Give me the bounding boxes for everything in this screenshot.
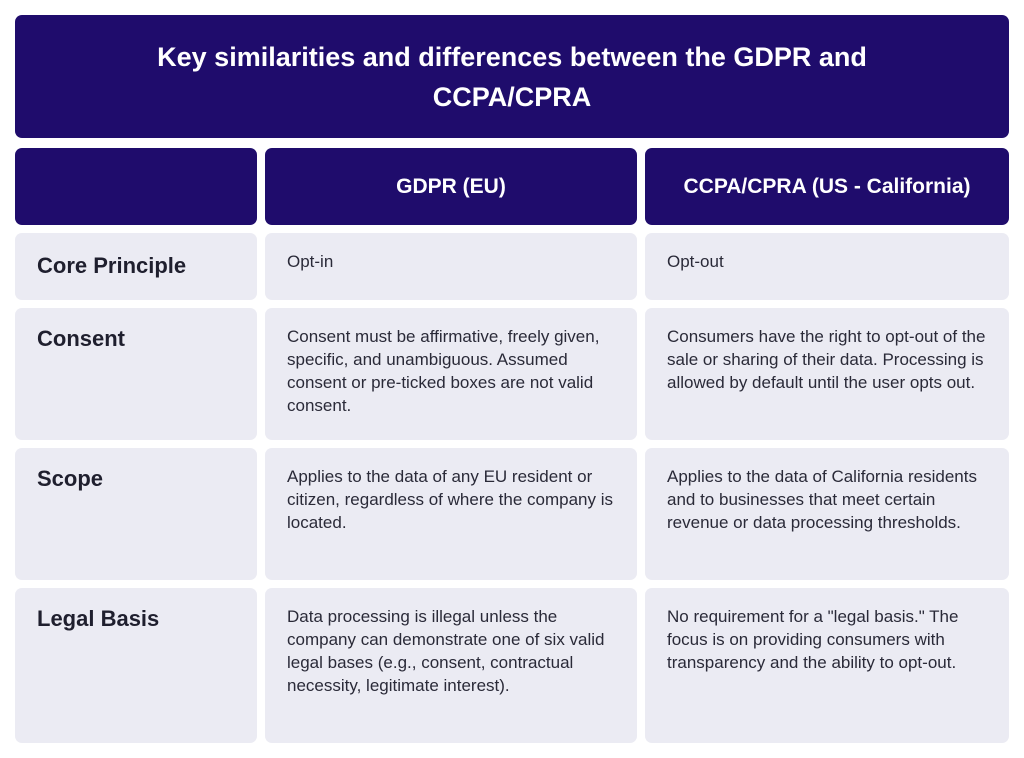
column-header: CCPA/CPRA (US - California) <box>645 148 1009 225</box>
cell-text: Applies to the data of California reside… <box>645 448 1009 580</box>
row-label: Legal Basis <box>15 588 257 743</box>
cell-text: Consent must be affirmative, freely give… <box>265 308 637 440</box>
row-label: Scope <box>15 448 257 580</box>
cell-text: Consumers have the right to opt-out of t… <box>645 308 1009 440</box>
header-blank <box>15 148 257 225</box>
cell-text: No requirement for a "legal basis." The … <box>645 588 1009 743</box>
row-label: Core Principle <box>15 233 257 300</box>
cell-text: Data processing is illegal unless the co… <box>265 588 637 743</box>
row-label: Consent <box>15 308 257 440</box>
cell-text: Applies to the data of any EU resident o… <box>265 448 637 580</box>
title: Key similarities and differences between… <box>15 15 1009 138</box>
cell-text: Opt-in <box>265 233 637 300</box>
column-header: GDPR (EU) <box>265 148 637 225</box>
comparison-table: GDPR (EU) CCPA/CPRA (US - California) Co… <box>15 148 1009 743</box>
cell-text: Opt-out <box>645 233 1009 300</box>
